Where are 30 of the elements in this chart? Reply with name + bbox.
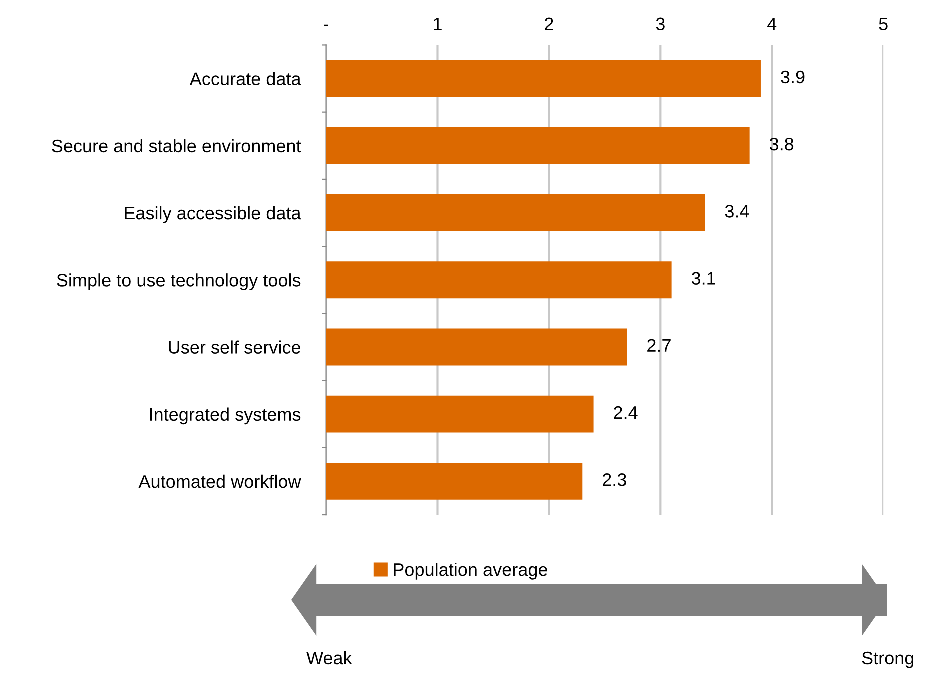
text: Strong: [862, 652, 914, 668]
y-tick-label: User self service: [169, 340, 300, 354]
data-label: 3.1: [692, 272, 716, 285]
data-label: 2.4: [614, 406, 638, 420]
bar: [326, 396, 594, 433]
bar: [326, 328, 628, 366]
y-tick-label: Simple to use technology tools: [57, 274, 301, 290]
bar: [326, 194, 706, 232]
bar: [326, 262, 672, 299]
data-label: 2.7: [648, 339, 671, 352]
text: Weak: [306, 651, 352, 665]
legend-label: Population average: [394, 563, 548, 580]
data-label: 3.4: [725, 205, 750, 218]
data-label: 3.8: [770, 138, 794, 151]
y-tick-label: Accurate data: [190, 72, 302, 86]
y-tick-label: Automated workflow: [138, 474, 302, 488]
data-label: 3.9: [781, 70, 805, 84]
x-tick-label: 3: [656, 18, 665, 31]
data-label: 2.3: [602, 474, 626, 486]
x-tick-label: -: [324, 24, 328, 26]
x-tick-label: 1: [434, 18, 442, 30]
y-tick-label: Secure and stable environment: [52, 139, 302, 153]
bar: [326, 127, 750, 164]
y-tick-label: Integrated systems: [150, 408, 301, 425]
y-tick-label: Easily accessible data: [125, 206, 302, 224]
x-tick-label: 5: [879, 18, 888, 31]
x-tick-label: 2: [545, 18, 554, 30]
bar: [326, 463, 583, 500]
x-tick-label: 4: [768, 18, 777, 30]
bar: [326, 60, 761, 98]
